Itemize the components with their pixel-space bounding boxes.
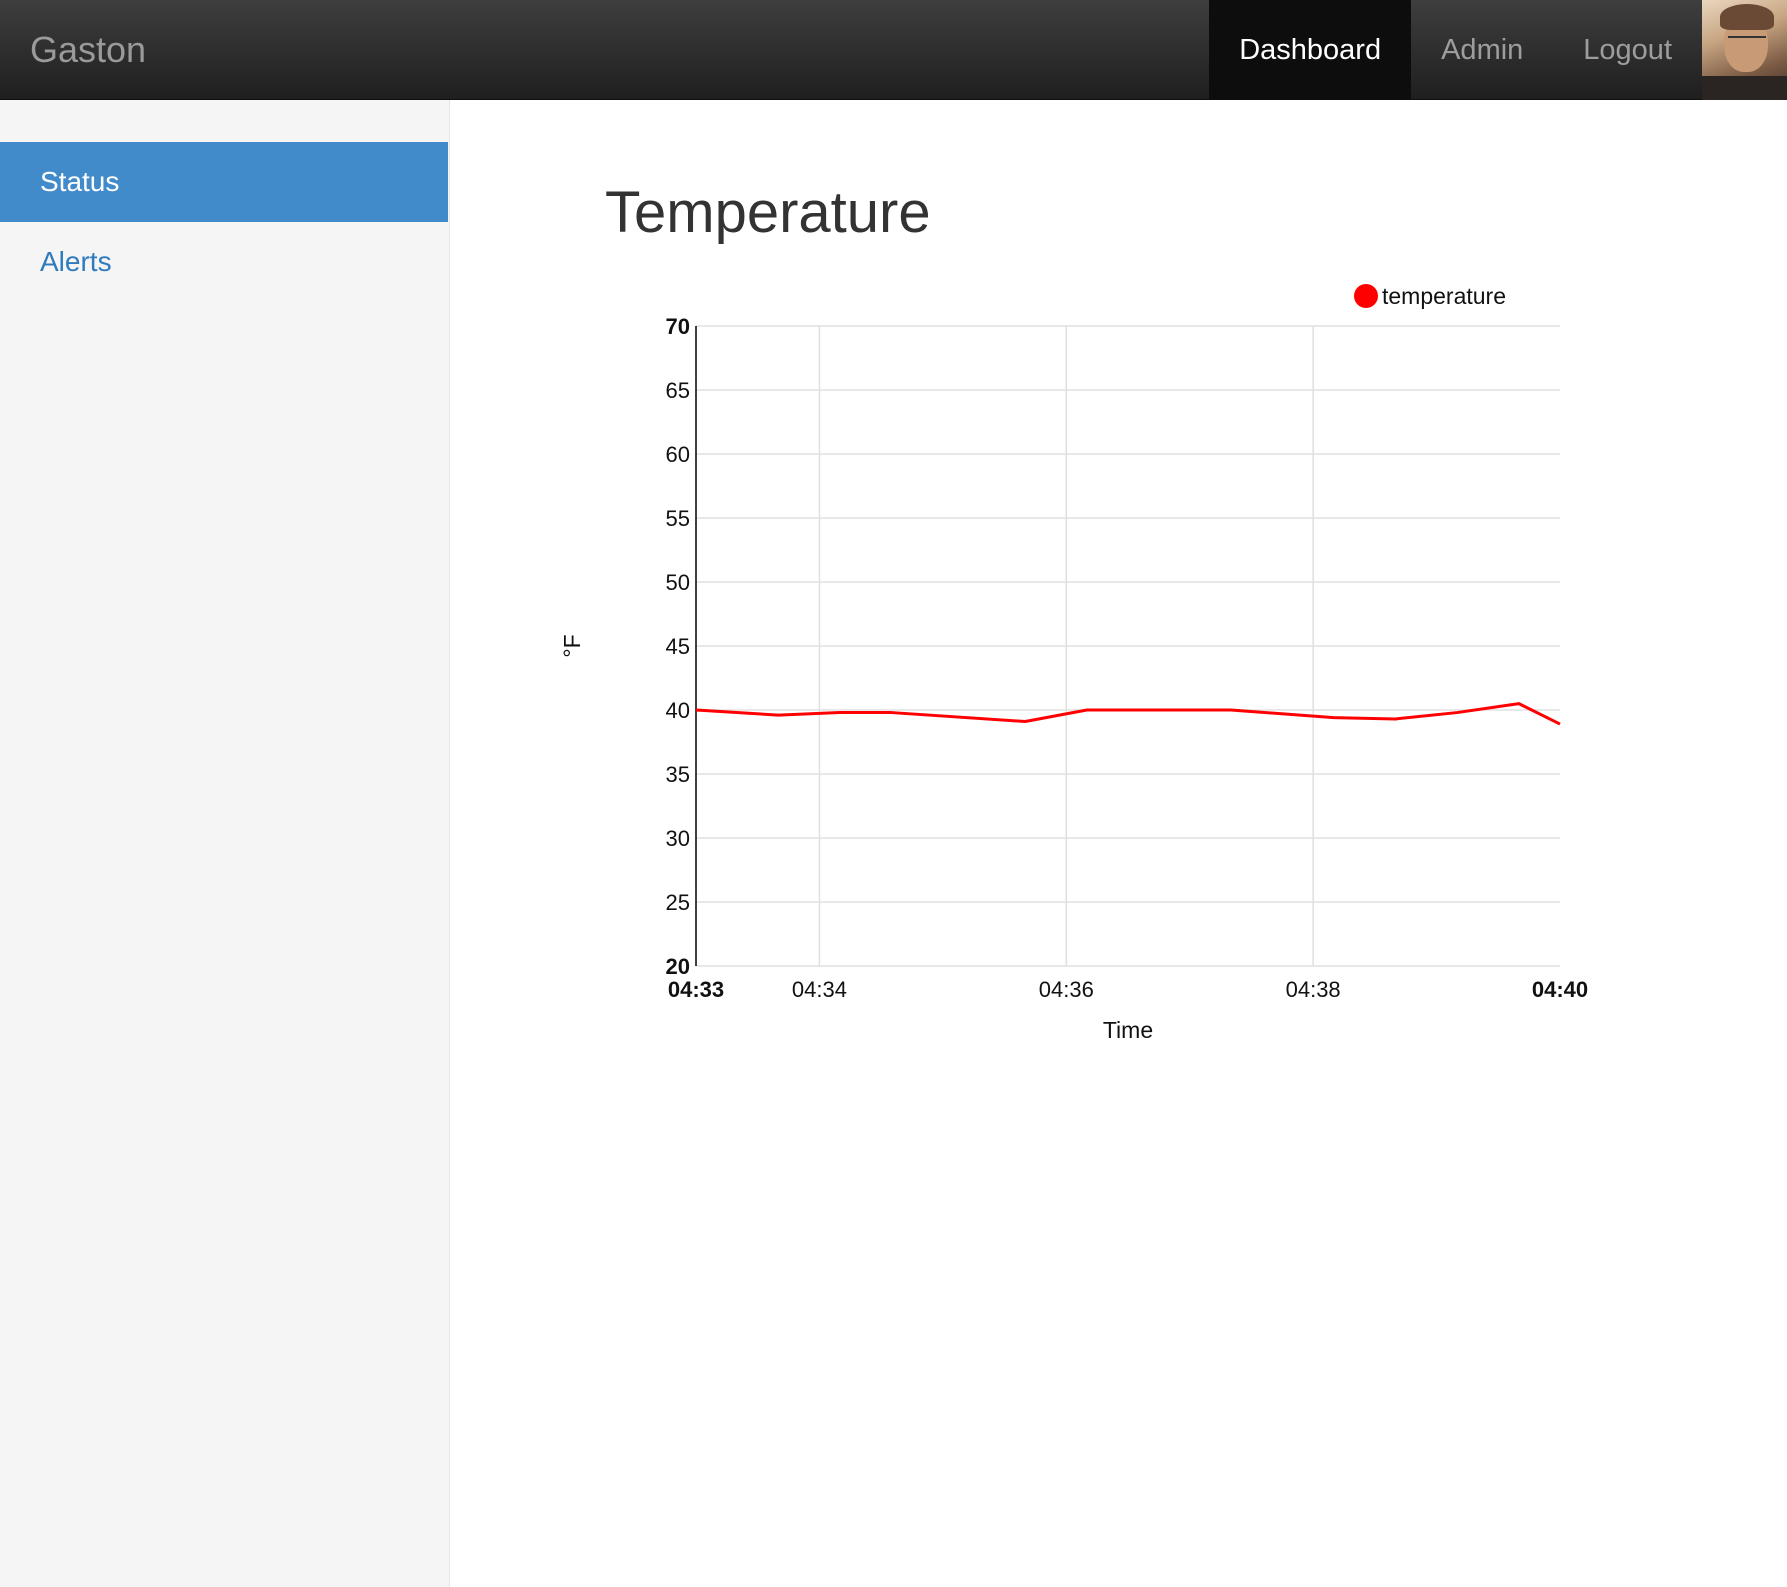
y-tick-label: 60 [666, 442, 690, 467]
nav-admin[interactable]: Admin [1441, 34, 1524, 66]
top-navbar: Gaston Dashboard Admin Logout [0, 0, 1787, 100]
legend-label: temperature [1382, 283, 1506, 309]
x-tick-label: 04:38 [1286, 977, 1341, 1002]
y-axis-label: °F [560, 634, 585, 657]
nav-logout[interactable]: Logout [1583, 34, 1672, 66]
page-title: Temperature [605, 180, 931, 245]
chart-axes: 20 25 30 35 40 45 50 55 60 65 70 04:33 04:34 04:36 04:… [666, 314, 1589, 1002]
y-tick-label: 55 [666, 506, 690, 531]
chart-grid [696, 325, 1560, 967]
sidebar-item-alerts[interactable]: Alerts [40, 246, 112, 277]
x-tick-label: 04:34 [792, 977, 847, 1002]
chart-legend: temperature [1354, 283, 1506, 309]
brand-logo[interactable]: Gaston [30, 29, 147, 70]
user-avatar[interactable] [1702, 0, 1787, 100]
y-tick-label: 25 [666, 890, 690, 915]
y-tick-label: 70 [666, 314, 690, 339]
chart-series [695, 702, 1561, 726]
y-tick-label: 30 [666, 826, 690, 851]
temperature-chart: 20 25 30 35 40 45 50 55 60 65 70 04:33 04:34 04:36 04:… [560, 283, 1589, 1043]
x-axis-label: Time [1103, 1017, 1153, 1043]
y-tick-label: 65 [666, 378, 690, 403]
y-tick-label: 45 [666, 634, 690, 659]
series-line-temperature [695, 702, 1561, 726]
sidebar: Status Alerts [0, 100, 450, 1587]
main-nav: Dashboard Admin Logout [1209, 0, 1702, 100]
y-tick-label: 40 [666, 698, 690, 723]
nav-dashboard[interactable]: Dashboard [1209, 0, 1412, 100]
legend-marker [1354, 284, 1378, 308]
x-tick-label: 04:36 [1039, 977, 1094, 1002]
x-tick-label: 04:40 [1532, 977, 1588, 1002]
sidebar-item-status[interactable]: Status [0, 142, 448, 222]
y-tick-label: 35 [666, 762, 690, 787]
y-tick-label: 20 [666, 954, 690, 979]
y-tick-label: 50 [666, 570, 690, 595]
x-tick-label: 04:33 [668, 977, 724, 1002]
